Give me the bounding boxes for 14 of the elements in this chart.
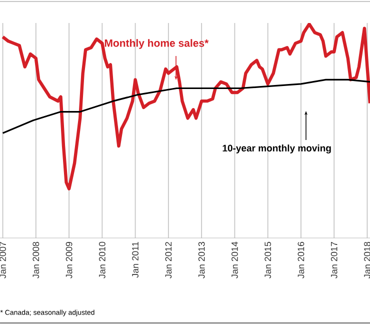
text: 10-year monthly moving	[222, 144, 331, 154]
x-tick-label: Jan 2017	[330, 242, 338, 278]
x-tick-label: Jan 2010	[98, 242, 106, 278]
x-tick-label: Jan 2013	[198, 242, 205, 278]
x-tick-label: Jan 2011	[132, 242, 138, 278]
series-label: Monthly home sales*	[104, 39, 209, 49]
x-tick-label: Jan 2007	[0, 242, 6, 278]
x-tick-label: Jan 2018	[364, 242, 370, 278]
x-tick-label: Jan 2016	[298, 242, 304, 278]
x-tick-label: Jan 2014	[232, 242, 238, 278]
x-tick-label: Jan 2008	[32, 242, 40, 278]
x-tick-label: Jan 2009	[66, 242, 72, 278]
x-tick-label: Jan 2015	[264, 242, 272, 278]
x-tick-label: Jan 2012	[165, 242, 172, 278]
